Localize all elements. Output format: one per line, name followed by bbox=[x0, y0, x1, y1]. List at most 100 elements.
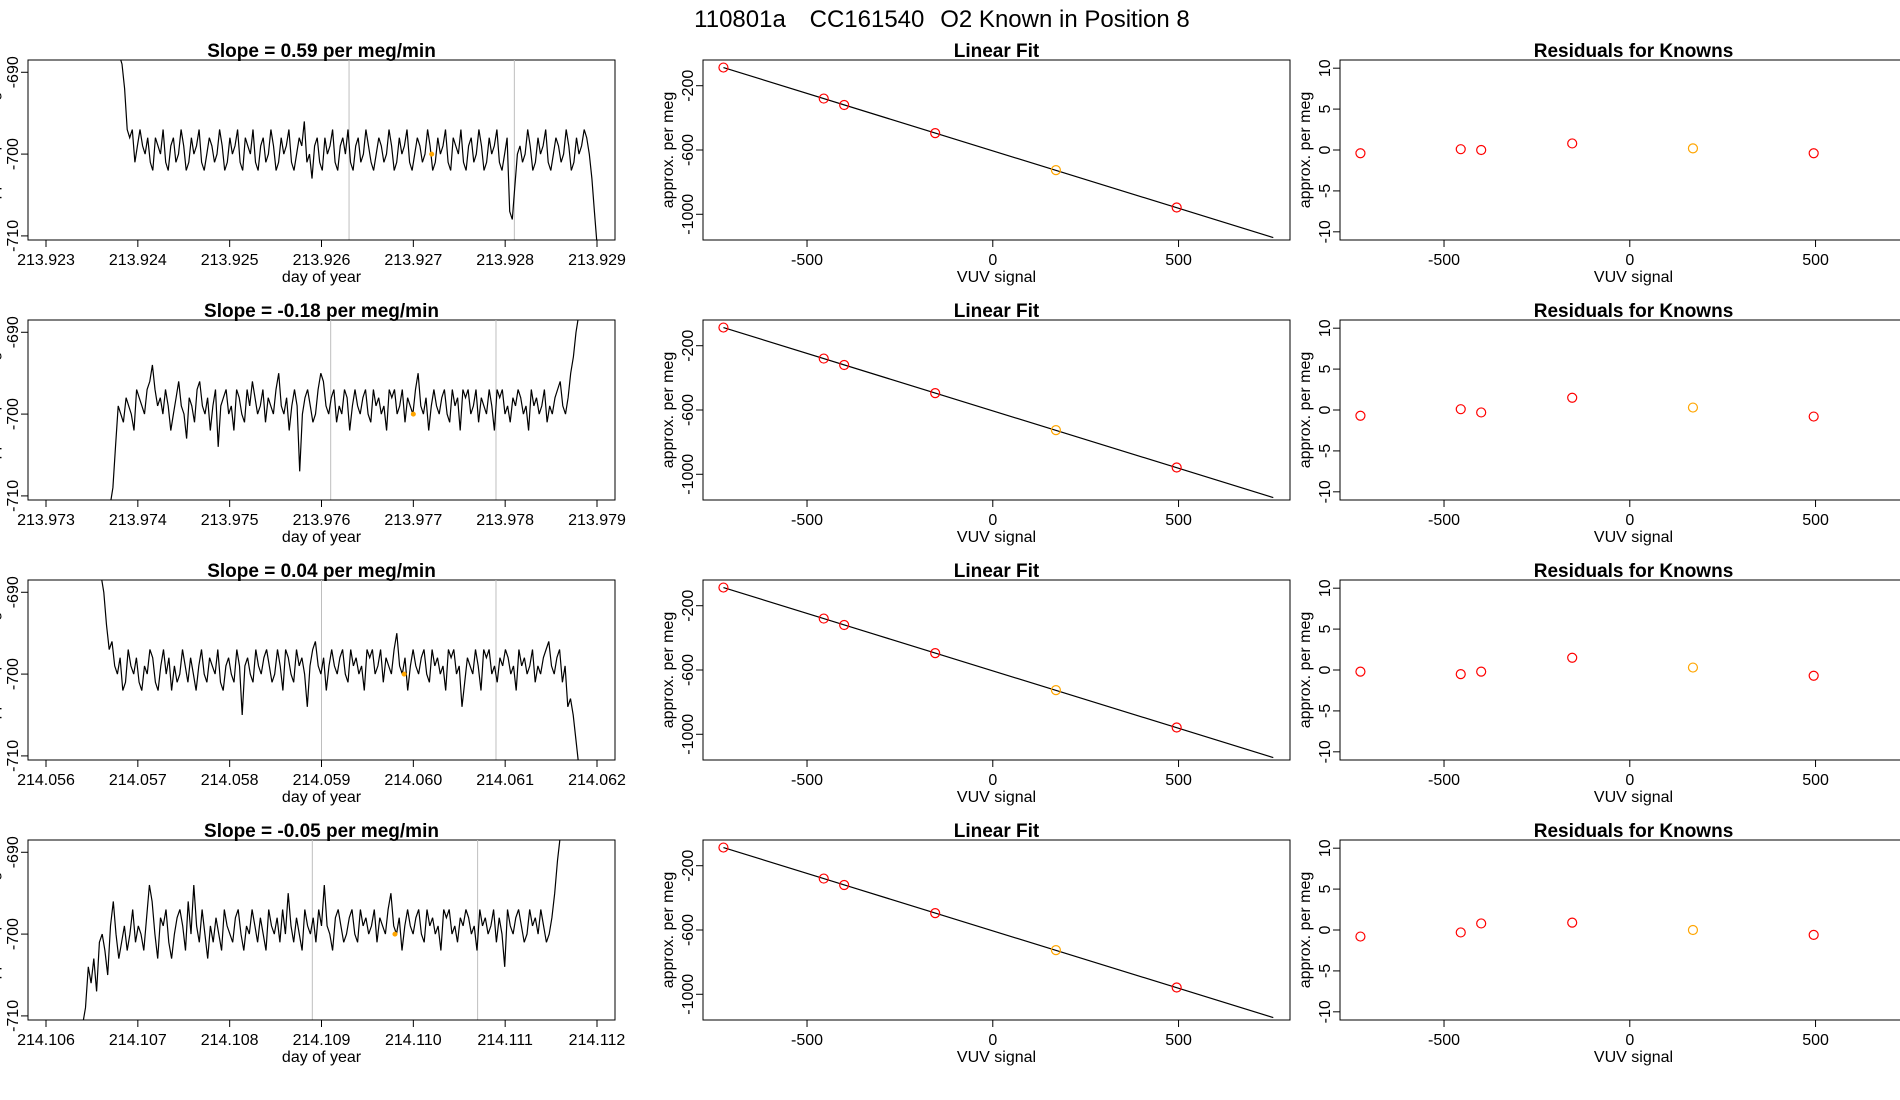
x-tick-label: 500 bbox=[1802, 252, 1829, 269]
plot-data-layer bbox=[718, 62, 1274, 239]
plot-frame bbox=[702, 579, 1291, 761]
plot-data-layer bbox=[718, 582, 1274, 759]
x-tick-label: 0 bbox=[988, 772, 997, 789]
known-point bbox=[1808, 411, 1819, 422]
panel-title: Slope = -0.05 per meg/min bbox=[204, 821, 439, 842]
x-tick-label: 214.062 bbox=[568, 772, 626, 789]
y-tick-label: 10 bbox=[1317, 579, 1334, 597]
y-axis-label: approx. per meg bbox=[1297, 92, 1314, 209]
plot-grid: Slope = 0.59 per meg/min 213.923 213.924 21… bbox=[0, 41, 1900, 1066]
panel-title: Slope = -0.18 per meg/min bbox=[204, 301, 439, 322]
y-axis-label: approx. per meg bbox=[0, 92, 2, 209]
y-axis-label: approx. per meg bbox=[1297, 612, 1314, 729]
x-tick-label: -500 bbox=[791, 772, 823, 789]
known-point-highlight bbox=[1687, 662, 1699, 673]
y-axis-label: approx. per meg bbox=[0, 612, 2, 729]
figure-title-cylinder: CC161540 bbox=[810, 6, 925, 33]
x-tick-label: 214.107 bbox=[109, 1032, 167, 1049]
known-point-highlight bbox=[1050, 424, 1062, 436]
linear-fit-panel-row-1: Linear Fit -500 0 500 VUV signal -200 -600 -100… bbox=[660, 41, 1291, 286]
fit-line bbox=[723, 586, 1274, 759]
known-point bbox=[1171, 462, 1182, 473]
residuals-panel-row-1: Residuals for Knowns -500 0 500 VUV signal 10… bbox=[1297, 41, 1900, 286]
x-tick-label: 214.106 bbox=[17, 1032, 75, 1049]
y-tick-label: -600 bbox=[680, 654, 697, 686]
x-tick-label: 0 bbox=[1625, 1032, 1634, 1049]
x-tick-label: 500 bbox=[1165, 512, 1192, 529]
highlight-marker bbox=[429, 151, 435, 157]
y-axis-label: approx. per meg bbox=[660, 352, 677, 469]
time-series-panel-row-2: Slope = -0.18 per meg/min 213.973 213.974 2… bbox=[0, 301, 626, 546]
x-tick-label: 0 bbox=[988, 1032, 997, 1049]
y-tick-label: -5 bbox=[1317, 184, 1334, 198]
known-point bbox=[1476, 407, 1487, 418]
x-tick-label: -500 bbox=[1428, 252, 1460, 269]
y-tick-label: -700 bbox=[5, 398, 22, 430]
panel-title: Slope = 0.04 per meg/min bbox=[207, 561, 436, 582]
x-tick-label: 213.974 bbox=[109, 512, 167, 529]
signal-trace bbox=[82, 840, 561, 1020]
x-tick-label: 213.973 bbox=[17, 512, 75, 529]
y-tick-label: -200 bbox=[680, 70, 697, 102]
y-tick-label: -10 bbox=[1317, 740, 1334, 763]
y-tick-label: -710 bbox=[5, 740, 22, 772]
known-point bbox=[1355, 666, 1366, 677]
known-point bbox=[1808, 148, 1819, 159]
known-point bbox=[1455, 404, 1466, 415]
y-tick-label: -690 bbox=[5, 576, 22, 608]
known-point-highlight bbox=[1050, 164, 1062, 176]
known-point bbox=[818, 93, 829, 104]
linear-fit-panel-row-4: Linear Fit -500 0 500 VUV signal -200 -600 -100… bbox=[660, 821, 1291, 1066]
y-tick-label: -1000 bbox=[680, 714, 697, 755]
known-point bbox=[839, 359, 850, 371]
known-point-highlight bbox=[1050, 684, 1062, 696]
highlight-marker bbox=[410, 411, 416, 417]
x-tick-label: 214.059 bbox=[293, 772, 351, 789]
x-tick-label: 0 bbox=[988, 252, 997, 269]
known-point-highlight bbox=[1687, 143, 1699, 154]
x-axis-label: VUV signal bbox=[957, 789, 1036, 806]
plot-frame bbox=[1339, 319, 1900, 501]
x-tick-label: 213.977 bbox=[384, 512, 442, 529]
x-tick-label: 213.929 bbox=[568, 252, 626, 269]
y-tick-label: -690 bbox=[5, 316, 22, 348]
panel-title: Linear Fit bbox=[954, 561, 1040, 582]
known-point bbox=[1171, 722, 1182, 733]
panel-title: Linear Fit bbox=[954, 301, 1040, 322]
known-point bbox=[718, 322, 729, 333]
linear-fit-panel-row-3: Linear Fit -500 0 500 VUV signal -200 -600 -100… bbox=[660, 561, 1291, 806]
known-point bbox=[1455, 668, 1466, 680]
highlight-marker bbox=[392, 931, 398, 937]
panel-title: Residuals for Knowns bbox=[1534, 561, 1734, 582]
y-tick-label: -200 bbox=[680, 850, 697, 882]
known-point bbox=[930, 388, 941, 399]
known-point bbox=[930, 128, 941, 139]
x-tick-label: 214.061 bbox=[476, 772, 534, 789]
plot-frame bbox=[1339, 579, 1900, 761]
y-tick-label: -5 bbox=[1317, 704, 1334, 718]
y-tick-label: -5 bbox=[1317, 444, 1334, 458]
signal-trace bbox=[101, 580, 579, 760]
signal-trace bbox=[120, 60, 598, 240]
plot-data-layer bbox=[1355, 138, 1819, 159]
known-point bbox=[930, 648, 941, 659]
x-tick-label: 213.976 bbox=[293, 512, 351, 529]
known-point bbox=[1808, 929, 1819, 941]
known-point bbox=[818, 353, 829, 364]
x-axis-label: VUV signal bbox=[1594, 789, 1673, 806]
x-axis-label: VUV signal bbox=[957, 1049, 1036, 1066]
y-axis-label: approx. per meg bbox=[0, 352, 2, 469]
time-series-panel-row-4: Slope = -0.05 per meg/min 214.106 214.107 2… bbox=[0, 821, 625, 1066]
linear-fit-panel-row-2: Linear Fit -500 0 500 VUV signal -200 -600 -100… bbox=[660, 301, 1291, 546]
panel-title: Linear Fit bbox=[954, 821, 1040, 842]
fit-line bbox=[723, 846, 1274, 1019]
x-tick-label: 500 bbox=[1165, 1032, 1192, 1049]
y-tick-label: 5 bbox=[1317, 105, 1334, 114]
y-tick-label: -10 bbox=[1317, 220, 1334, 243]
known-point bbox=[1476, 666, 1487, 677]
known-point bbox=[930, 908, 941, 919]
y-tick-label: -700 bbox=[5, 918, 22, 950]
plot-data-layer bbox=[718, 322, 1274, 499]
known-point bbox=[718, 842, 729, 853]
x-tick-label: 214.058 bbox=[201, 772, 259, 789]
